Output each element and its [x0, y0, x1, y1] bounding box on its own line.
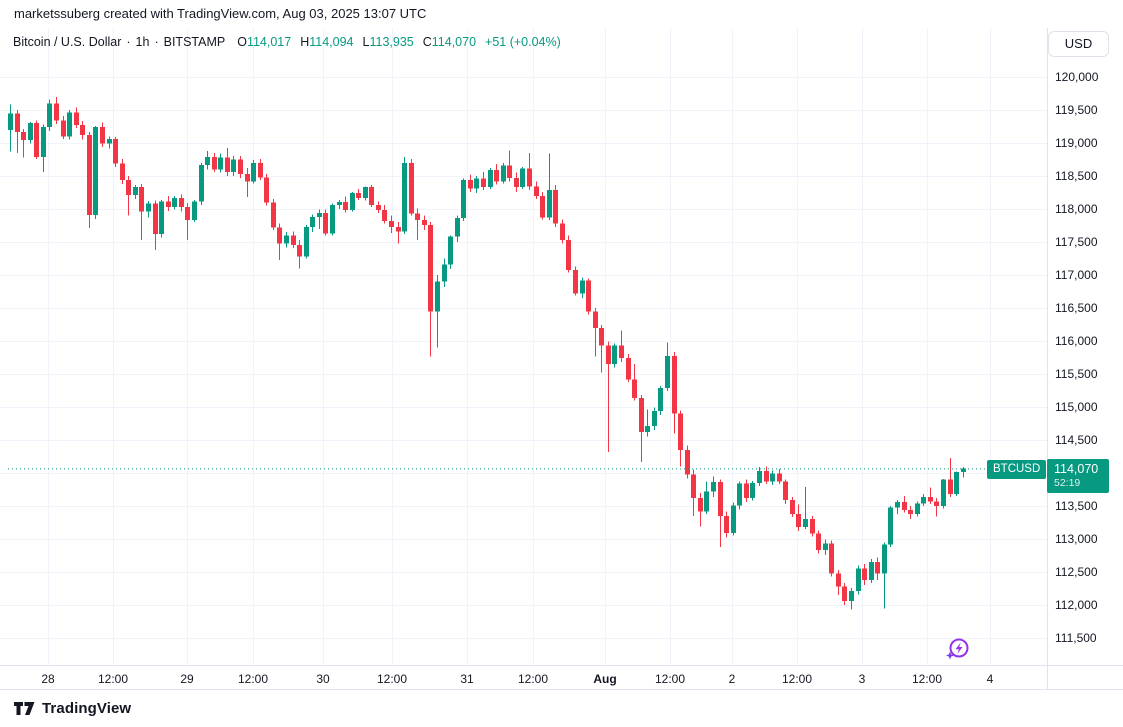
price-tick-label: 117,500 [1055, 235, 1098, 249]
ohlc-label: O [237, 35, 247, 49]
attribution-bar: marketssuberg created with TradingView.c… [0, 0, 1123, 28]
time-tick-label: Aug [593, 672, 617, 686]
last-price-axis-label: 114,070 52:19 [1047, 459, 1109, 493]
price-tick-label: 117,000 [1055, 268, 1098, 282]
change-value: +51 (+0.04%) [485, 35, 561, 49]
ohlc-value: 114,094 [309, 35, 354, 49]
price-tick-label: 115,500 [1055, 367, 1098, 381]
legend-separator: · [126, 35, 131, 49]
ohlc-label: H [300, 35, 310, 49]
time-tick-label: 12:00 [911, 672, 943, 686]
time-tick-label: 3 [858, 672, 866, 686]
time-tick-label: 12:00 [781, 672, 813, 686]
ohlc-label: C [422, 35, 432, 49]
ohlc-value: 113,935 [369, 35, 414, 49]
ohlc-label: L [362, 35, 370, 49]
time-tick-label: 12:00 [237, 672, 269, 686]
price-tick-label: 114,500 [1055, 433, 1098, 447]
legend-separator: · [154, 35, 159, 49]
price-tick-label: 113,000 [1055, 532, 1098, 546]
ohlc-value: 114,070 [431, 35, 477, 49]
price-tick-label: 116,000 [1055, 334, 1098, 348]
last-price-symbol-flag[interactable]: BTCUSD [987, 460, 1047, 479]
interval-label[interactable]: 1h [135, 35, 150, 49]
time-tick-label: 2 [728, 672, 736, 686]
time-tick-label: 30 [316, 672, 330, 686]
ohlc-value: 114,017 [246, 35, 292, 49]
currency-unit-button[interactable]: USD [1048, 31, 1109, 57]
time-tick-label: 29 [180, 672, 194, 686]
sparkle-icon [946, 651, 954, 660]
time-tick-label: 12:00 [654, 672, 686, 686]
ohlc-values: O114,017 H114,094 L113,935 C114,070 [237, 35, 476, 49]
symbol-legend: Bitcoin / U.S. Dollar · 1h · BITSTAMP O1… [13, 35, 561, 49]
price-tick-label: 111,500 [1055, 631, 1097, 645]
tradingview-logo-text: TradingView [42, 700, 132, 717]
bar-close-countdown: 52:19 [1054, 477, 1081, 489]
exchange-label: BITSTAMP [163, 35, 226, 49]
time-tick-label: 28 [41, 672, 55, 686]
last-price-value: 114,070 [1054, 462, 1099, 476]
price-tick-label: 116,500 [1055, 301, 1098, 315]
symbol-name[interactable]: Bitcoin / U.S. Dollar [13, 35, 122, 49]
price-tick-label: 112,000 [1055, 598, 1098, 612]
candle-series [8, 96, 966, 610]
tradingview-logo-icon [14, 702, 35, 715]
price-tick-label: 120,000 [1055, 70, 1099, 84]
time-tick-label: 31 [460, 672, 474, 686]
price-tick-label: 118,500 [1055, 169, 1098, 183]
price-tick-label: 115,000 [1055, 400, 1098, 414]
price-tick-label: 113,500 [1055, 499, 1098, 513]
price-tick-label: 119,000 [1055, 136, 1098, 150]
lightning-circle-icon [946, 638, 969, 660]
time-tick-label: 12:00 [376, 672, 408, 686]
price-tick-label: 118,000 [1055, 202, 1098, 216]
time-tick-label: 12:00 [97, 672, 129, 686]
time-tick-label: 12:00 [517, 672, 549, 686]
price-tick-label: 119,500 [1055, 103, 1098, 117]
time-tick-label: 4 [986, 672, 994, 686]
attribution-text: marketssuberg created with TradingView.c… [14, 6, 427, 21]
tradingview-logo[interactable]: TradingView [14, 700, 131, 717]
event-marker[interactable] [943, 636, 971, 664]
price-tick-label: 112,500 [1055, 565, 1098, 579]
